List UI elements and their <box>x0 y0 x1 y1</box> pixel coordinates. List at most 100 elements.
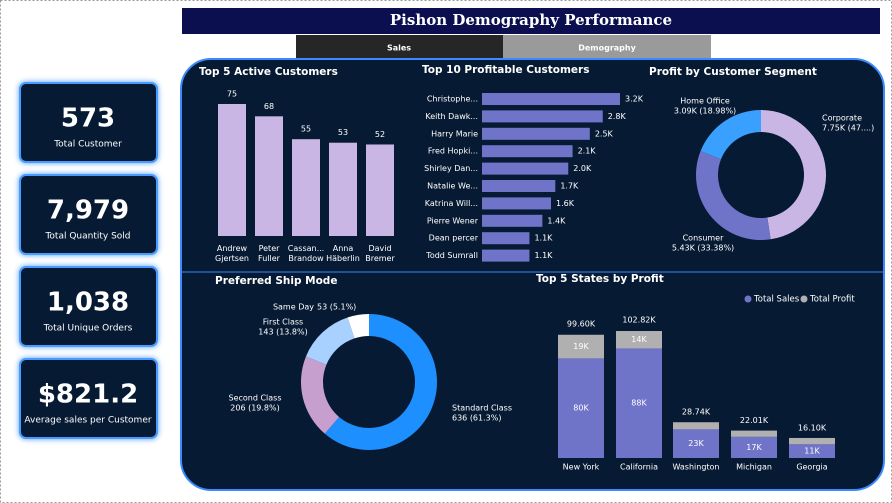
chart-title: Profit by Customer Segment <box>649 66 817 78</box>
bar-segment <box>731 430 777 437</box>
data-label: 11K <box>804 447 820 456</box>
data-label: 2.5K <box>595 129 614 138</box>
bar <box>482 110 603 123</box>
x-tick-label: Michigan <box>736 463 772 472</box>
legend-label: Total Profit <box>809 295 855 305</box>
data-label: 23K <box>688 439 704 448</box>
legend-label: Consumer <box>683 234 725 243</box>
kpi-value: 573 <box>61 104 115 134</box>
bar <box>482 145 573 158</box>
bar <box>482 180 556 192</box>
x-tick-label: Washington <box>672 463 719 472</box>
kpi-card <box>19 174 158 255</box>
x-tick-label: David Bremer <box>365 244 395 263</box>
kpi-label: Total Quantity Sold <box>44 232 130 242</box>
chart-title: Preferred Ship Mode <box>215 275 337 287</box>
bar-segment <box>558 358 604 458</box>
y-tick-label: Dean percer <box>429 234 479 243</box>
data-label: 88K <box>631 399 647 408</box>
y-tick-label: Christophe... <box>427 95 478 104</box>
page-title: Pishon Demography Performance <box>390 11 672 29</box>
tab-label[interactable]: Sales <box>387 44 411 53</box>
data-label: 5.43K (33.38%) <box>672 244 734 253</box>
x-label-box: Peter Fuller <box>258 244 280 263</box>
total-label: 28.74K <box>682 408 711 417</box>
y-tick-label: Keith Dawk... <box>425 112 478 121</box>
x-label-box: Anna Häberlin <box>326 244 360 263</box>
bar-segment <box>789 444 835 458</box>
x-label-box: Cassan... Brandow <box>287 244 325 263</box>
y-tick-label: Pierre Wener <box>427 216 479 225</box>
data-label: 14K <box>631 335 647 344</box>
chart-title: Top 10 Profitable Customers <box>422 64 589 76</box>
kpi-value: 1,038 <box>47 288 129 318</box>
legend-label: Second Class <box>228 394 281 403</box>
bar <box>482 232 530 245</box>
total-label: 99.60K <box>567 320 596 329</box>
data-label: 1.1K <box>534 251 553 260</box>
x-tick-label: Andrew Gjertsen <box>215 244 249 263</box>
legend-swatch <box>800 295 808 303</box>
data-label: 2.8K <box>608 112 627 121</box>
bar <box>482 197 551 210</box>
bar-segment <box>731 436 777 458</box>
legend-label: Corporate <box>822 114 862 123</box>
data-label: 53 (5.1%) <box>317 303 356 312</box>
bar <box>366 144 394 236</box>
bar-segment <box>673 422 719 430</box>
legend-label: Home Office <box>680 97 730 106</box>
data-label: 2.0K <box>573 164 592 173</box>
data-label: 7.75K (47....) <box>822 124 874 133</box>
data-label: 19K <box>573 342 589 351</box>
donut-slice <box>761 110 827 240</box>
kpi-card <box>19 358 158 439</box>
x-tick-label: Peter Fuller <box>258 244 280 263</box>
donut-slice <box>700 110 761 160</box>
kpi-label: Total Unique Orders <box>43 324 133 334</box>
tab[interactable] <box>296 35 503 61</box>
bar-segment <box>789 437 835 445</box>
y-tick-label: Fred Hopki... <box>428 147 478 156</box>
donut-slice <box>696 151 771 240</box>
data-label: 52 <box>375 130 385 139</box>
tab-label[interactable]: Demography <box>578 44 636 53</box>
kpi-card <box>19 266 158 347</box>
bar <box>482 93 620 105</box>
bar-segment <box>616 348 662 458</box>
x-tick-label: New York <box>563 463 600 472</box>
bar-segment <box>673 429 719 458</box>
x-tick-label: Cassan... Brandow <box>287 244 325 263</box>
title-bar <box>182 8 880 34</box>
total-label: 16.10K <box>798 423 827 432</box>
bar <box>292 139 320 236</box>
data-label: 53 <box>338 128 348 137</box>
bar <box>482 162 569 175</box>
bar <box>255 116 283 236</box>
bar <box>482 127 590 140</box>
data-label: 2.1K <box>578 147 597 156</box>
y-tick-label: Shirley Dan... <box>424 164 478 173</box>
legend-label: Standard Class <box>452 404 512 413</box>
kpi-value: 7,979 <box>47 196 129 226</box>
bar-segment <box>558 334 604 359</box>
data-label: 1.1K <box>534 234 553 243</box>
x-tick-label: Anna Häberlin <box>326 244 360 263</box>
kpi-label: Average sales per Customer <box>24 416 151 426</box>
data-label: 3.2K <box>625 95 644 104</box>
bar <box>218 104 246 236</box>
total-label: 22.01K <box>740 416 769 425</box>
legend-label: First Class <box>263 318 303 327</box>
data-label: 17K <box>746 443 762 452</box>
data-label: 55 <box>301 125 311 134</box>
tab[interactable] <box>503 35 711 61</box>
x-label-box: David Bremer <box>365 244 395 263</box>
donut-slice <box>324 314 437 450</box>
donut-slice <box>305 317 355 365</box>
data-label: 75 <box>227 90 237 99</box>
data-label: 1.6K <box>556 199 575 208</box>
bar <box>482 214 543 227</box>
bar-segment <box>616 331 662 349</box>
data-label: 80K <box>573 404 589 413</box>
